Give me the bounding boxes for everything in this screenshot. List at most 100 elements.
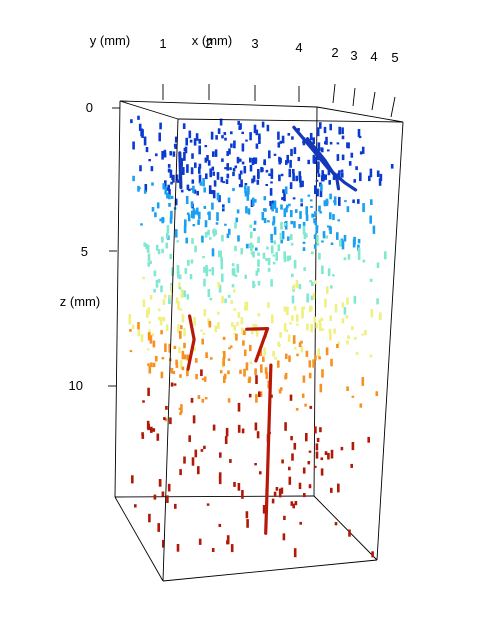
data-point bbox=[273, 153, 277, 156]
data-point bbox=[379, 312, 382, 320]
data-point bbox=[336, 344, 339, 348]
data-point bbox=[280, 387, 283, 391]
data-point bbox=[141, 434, 145, 439]
data-point bbox=[162, 539, 165, 548]
data-point bbox=[242, 340, 245, 346]
data-point bbox=[376, 170, 380, 177]
data-point bbox=[302, 221, 306, 227]
data-point bbox=[160, 330, 163, 335]
data-point bbox=[182, 169, 185, 172]
data-point bbox=[289, 394, 293, 401]
data-point bbox=[194, 162, 197, 168]
data-point bbox=[237, 483, 241, 491]
data-point bbox=[196, 190, 199, 196]
data-point bbox=[179, 374, 182, 378]
data-point bbox=[146, 309, 149, 318]
data-point bbox=[295, 175, 298, 182]
data-point bbox=[235, 217, 239, 223]
data-point bbox=[329, 212, 332, 220]
data-point bbox=[314, 355, 317, 361]
data-point bbox=[247, 208, 251, 215]
data-point bbox=[155, 244, 159, 251]
data-point bbox=[359, 151, 363, 155]
data-point bbox=[261, 211, 265, 221]
data-point bbox=[336, 232, 339, 240]
data-point bbox=[173, 345, 177, 350]
x-axis-label: x (mm) bbox=[192, 33, 232, 48]
box-edge bbox=[119, 100, 318, 108]
box-edge bbox=[313, 106, 318, 497]
data-point bbox=[338, 170, 341, 178]
data-point bbox=[288, 168, 292, 178]
data-point bbox=[231, 322, 234, 327]
data-point bbox=[220, 176, 224, 183]
data-point bbox=[176, 265, 180, 273]
box-edge bbox=[114, 496, 164, 582]
data-point bbox=[341, 302, 345, 308]
x-tick-label: 1 bbox=[159, 36, 166, 51]
data-point bbox=[239, 158, 242, 162]
data-point bbox=[305, 214, 309, 221]
data-point bbox=[272, 200, 275, 205]
data-point bbox=[203, 266, 206, 273]
data-point bbox=[289, 322, 292, 325]
data-point bbox=[280, 239, 283, 244]
data-point bbox=[280, 222, 283, 230]
data-point bbox=[288, 203, 291, 207]
data-points bbox=[128, 115, 394, 558]
data-point bbox=[303, 493, 306, 498]
data-point bbox=[158, 479, 162, 487]
data-point bbox=[257, 169, 260, 178]
data-point bbox=[229, 345, 233, 348]
data-point bbox=[283, 515, 286, 520]
data-point bbox=[286, 154, 289, 164]
data-point bbox=[279, 140, 282, 144]
data-point bbox=[309, 405, 313, 409]
data-point bbox=[185, 195, 189, 204]
data-point bbox=[283, 306, 287, 312]
data-point bbox=[161, 217, 164, 224]
data-point bbox=[283, 192, 286, 202]
data-point bbox=[199, 181, 203, 186]
data-point bbox=[303, 267, 306, 271]
data-point bbox=[270, 181, 273, 184]
data-point bbox=[275, 207, 278, 213]
data-point bbox=[184, 219, 187, 227]
data-point bbox=[190, 397, 194, 403]
data-point bbox=[215, 135, 218, 140]
data-point bbox=[329, 141, 333, 145]
data-point bbox=[161, 248, 164, 254]
data-point bbox=[207, 229, 210, 236]
data-point bbox=[324, 451, 328, 455]
data-point bbox=[323, 126, 327, 134]
data-point bbox=[216, 192, 220, 201]
data-point bbox=[344, 200, 347, 203]
data-point bbox=[224, 137, 227, 141]
data-point bbox=[314, 213, 317, 216]
data-point bbox=[273, 491, 277, 497]
data-point bbox=[206, 503, 210, 506]
data-point bbox=[278, 344, 281, 347]
data-point bbox=[313, 234, 317, 239]
data-point bbox=[305, 206, 308, 215]
data-point bbox=[278, 174, 281, 182]
data-point bbox=[352, 199, 355, 204]
data-point bbox=[319, 322, 322, 332]
data-point bbox=[280, 487, 284, 494]
data-point bbox=[249, 224, 252, 228]
data-point bbox=[362, 203, 365, 213]
data-point bbox=[129, 329, 132, 332]
data-point bbox=[283, 222, 287, 226]
data-point bbox=[188, 188, 191, 192]
data-point bbox=[240, 179, 243, 188]
data-point bbox=[321, 170, 324, 177]
data-point bbox=[234, 245, 237, 252]
data-point bbox=[312, 137, 315, 144]
data-point bbox=[209, 237, 212, 240]
data-point bbox=[300, 340, 303, 344]
data-point bbox=[337, 341, 340, 345]
data-point bbox=[209, 168, 212, 178]
data-point bbox=[286, 204, 289, 209]
data-point bbox=[352, 239, 356, 248]
data-point bbox=[174, 198, 178, 206]
